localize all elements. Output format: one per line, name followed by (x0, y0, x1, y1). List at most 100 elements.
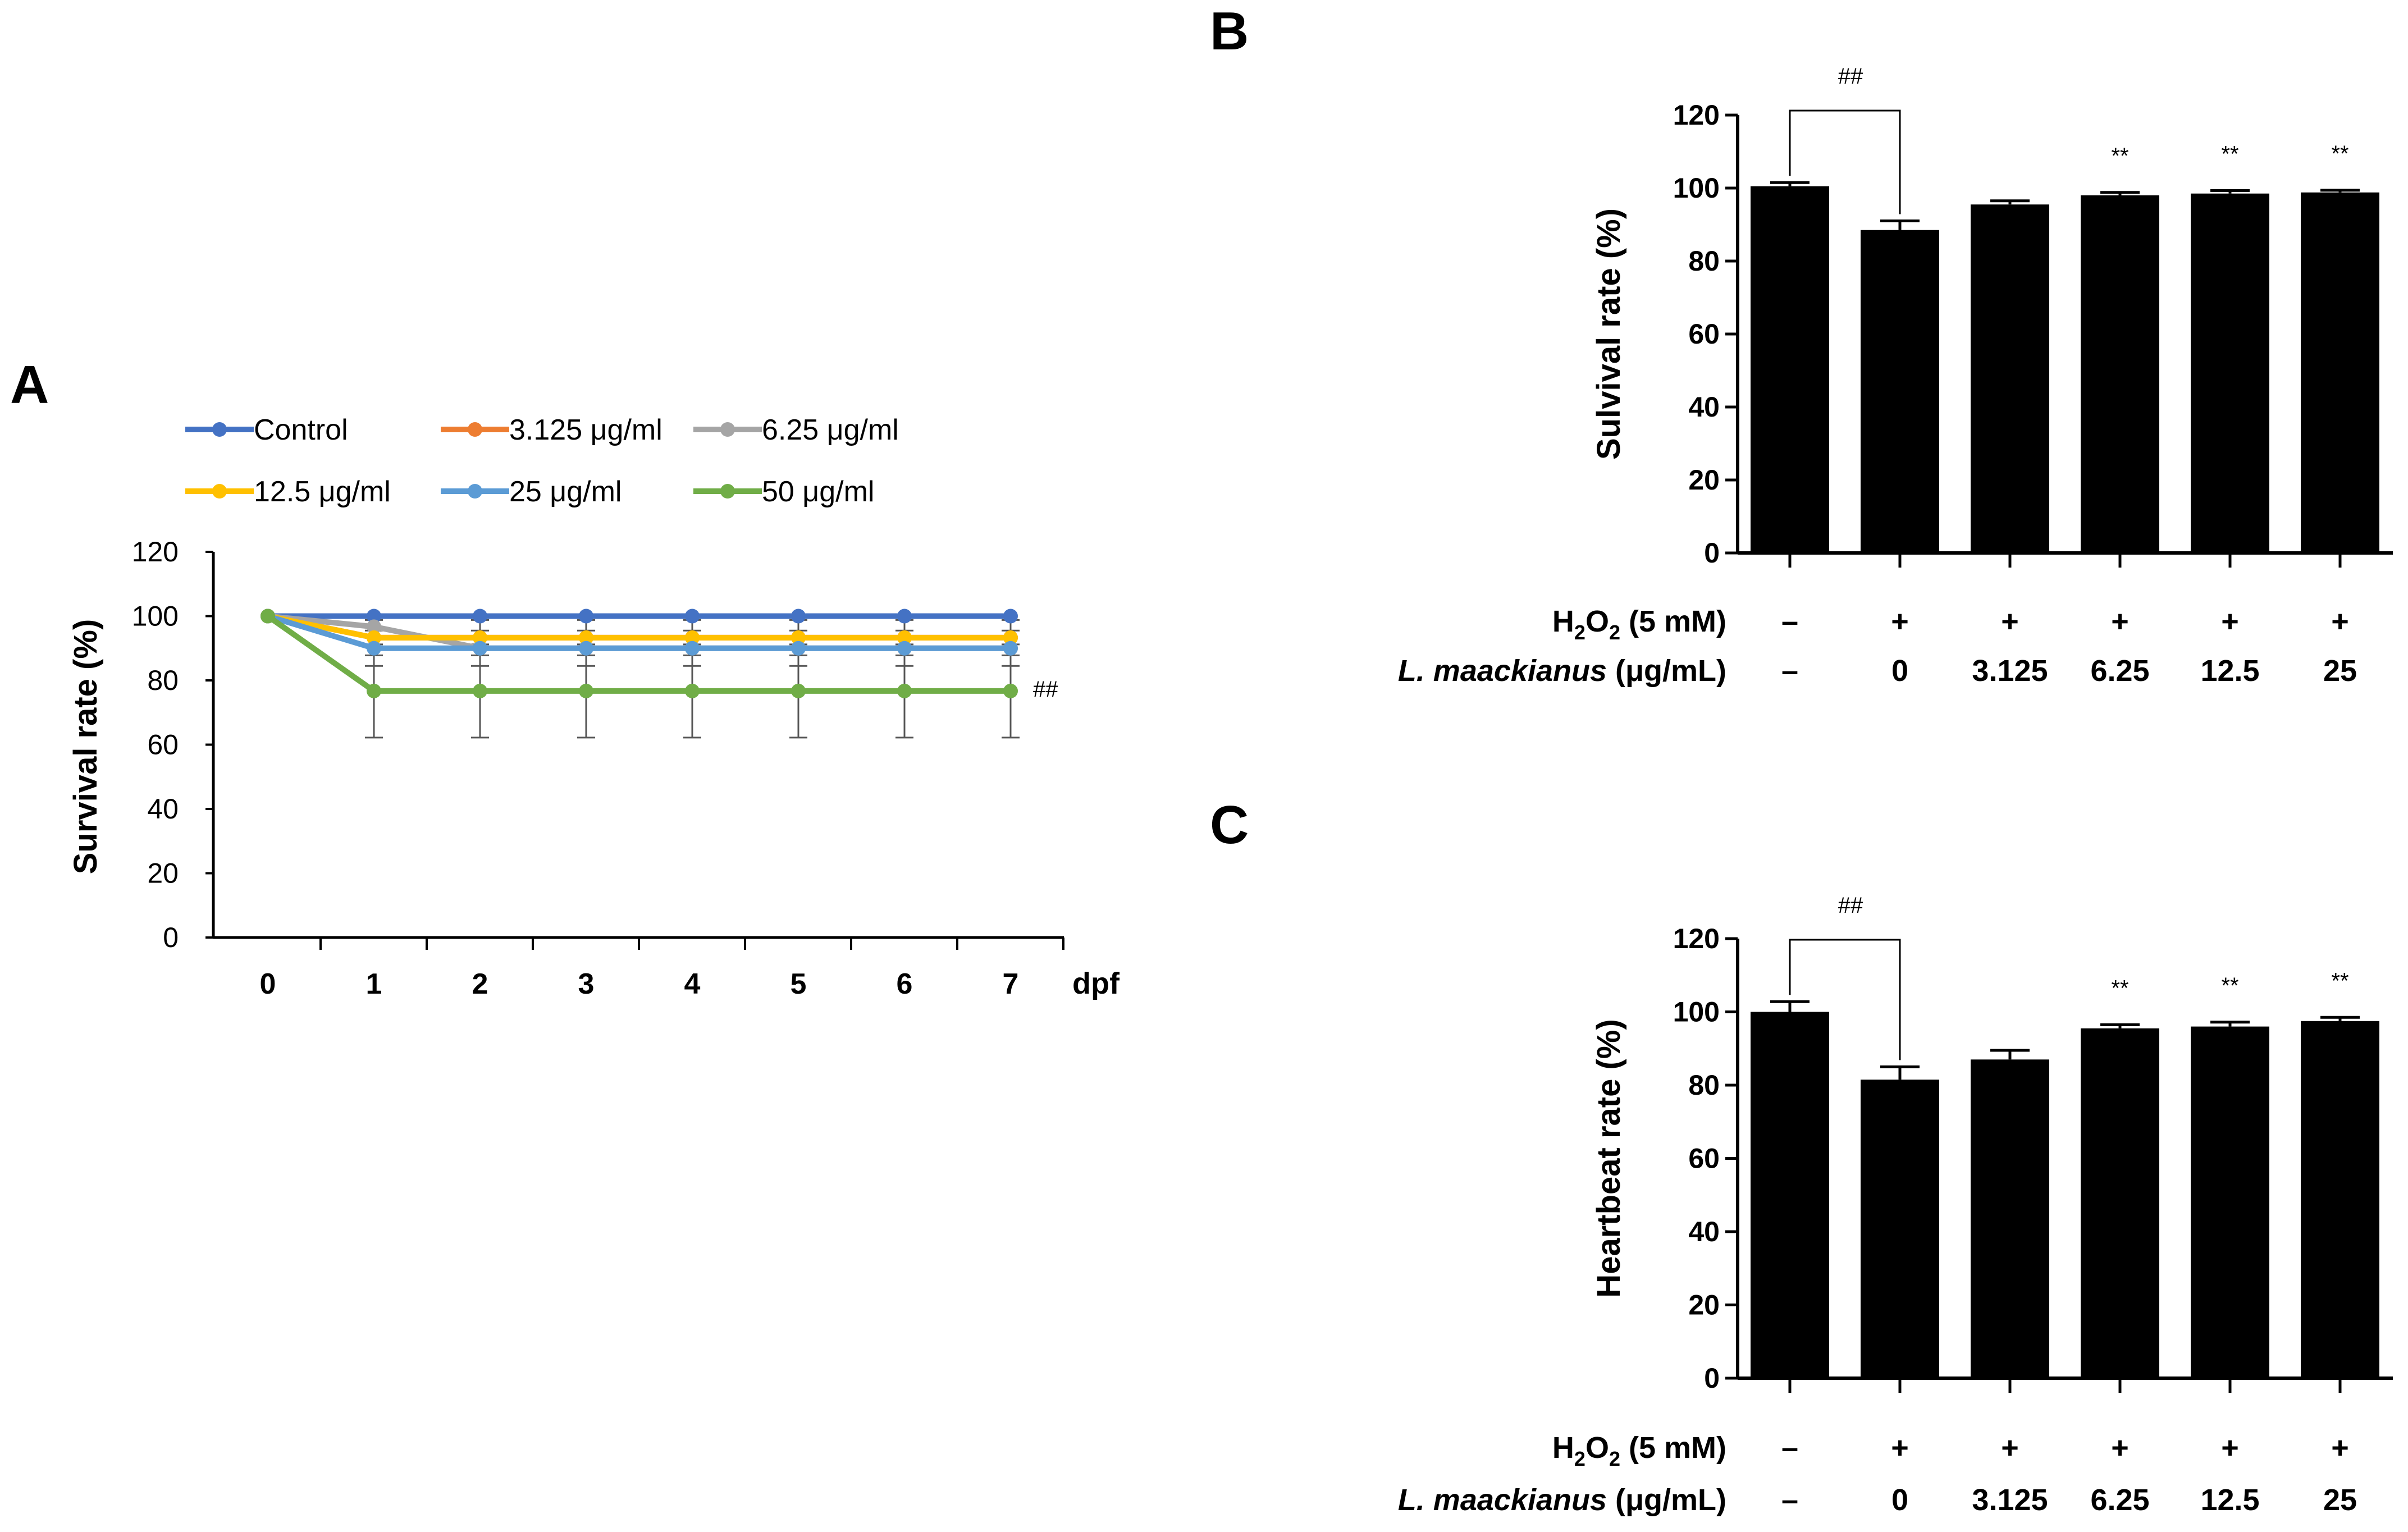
y-axis-title: Survival rate (%) (67, 619, 104, 875)
bracket-label: ## (1838, 64, 1863, 89)
row-label-h2o2: H2O2 (5 mM) (1552, 605, 1726, 644)
legend-swatch-point (720, 422, 735, 437)
treatment-cell: + (2331, 1431, 2349, 1465)
significance-bracket (1789, 939, 1901, 1060)
data-point (685, 609, 700, 624)
data-point (473, 609, 487, 624)
bar (2301, 192, 2379, 553)
x-tick-label: 2 (472, 968, 488, 1000)
x-axis-title: dpf (1072, 967, 1120, 1000)
bar (1861, 230, 1939, 553)
legend-label: 3.125 μg/ml (509, 414, 662, 446)
legend-label: 6.25 μg/ml (762, 414, 899, 446)
dose-cell: – (1781, 654, 1798, 688)
y-tick-label: 120 (1673, 923, 1720, 954)
y-tick-label: 60 (1688, 318, 1720, 350)
y-tick-label: 100 (132, 601, 179, 632)
legend-label: 12.5 μg/ml (254, 475, 391, 508)
data-point (1003, 609, 1018, 624)
y-tick-label: 40 (1688, 1216, 1720, 1247)
bar (1751, 186, 1829, 553)
data-point (897, 630, 912, 645)
y-tick-label: 80 (147, 665, 179, 696)
data-point (791, 609, 806, 624)
data-point (473, 683, 487, 698)
data-point (579, 641, 593, 656)
data-point (791, 630, 806, 645)
bar (1971, 204, 2049, 553)
legend-label: Control (254, 414, 348, 446)
data-point (685, 683, 700, 698)
data-point (1003, 630, 1018, 645)
series-line (267, 613, 1011, 641)
y-tick-label: 0 (1704, 537, 1720, 569)
treatment-cell: + (2111, 1431, 2129, 1465)
significance-marker: ** (2221, 142, 2238, 167)
data-point (579, 683, 593, 698)
row-label-extract: L. maackianus (μg/mL) (1398, 654, 1726, 688)
treatment-cell: + (1891, 1431, 1909, 1465)
data-point (579, 609, 593, 624)
panel-a-line-chart: 0 20 40 60 80 100 120 0 1 2 3 4 5 6 7 dpf Survival rate … (67, 414, 1120, 1000)
bar (2301, 1021, 2379, 1378)
y-axis-title: Sulvival rate (%) (1591, 208, 1627, 460)
x-tick-label: 6 (897, 968, 913, 1000)
x-tick-label: 7 (1003, 968, 1019, 1000)
dose-cell: 25 (2323, 654, 2357, 688)
y-tick-label: 60 (1688, 1143, 1720, 1174)
data-point (367, 683, 381, 698)
treatment-cell: + (2111, 605, 2129, 638)
data-point (367, 619, 381, 634)
legend-swatch-point (468, 484, 482, 499)
legend-swatch-point (468, 422, 482, 437)
data-point (1003, 641, 1018, 656)
legend: Control 3.125 μg/ml 6.25 μg/ml 12.5 μg/ml 25… (185, 414, 899, 508)
data-point (897, 641, 912, 656)
x-tick-label: 3 (578, 968, 595, 1000)
y-tick-label: 120 (1673, 99, 1720, 131)
series-line (267, 613, 1011, 651)
data-point (1003, 683, 1018, 698)
data-point (685, 641, 700, 656)
y-tick-label: 120 (132, 536, 179, 568)
dose-cell: 12.5 (2200, 654, 2259, 688)
treatment-cell: + (2221, 1431, 2239, 1465)
y-tick-label: 20 (1688, 464, 1720, 496)
y-tick-label: 20 (1688, 1289, 1720, 1321)
legend-swatch-point (212, 422, 227, 437)
bar (1751, 1012, 1829, 1378)
significance-annotation: ## (1033, 677, 1058, 702)
treatment-cell: + (2331, 605, 2349, 638)
data-point (791, 641, 806, 656)
bar (1861, 1080, 1939, 1378)
significance-marker: ** (2331, 968, 2348, 993)
dose-cell: 6.25 (2090, 1483, 2149, 1517)
legend-swatch-point (720, 484, 735, 499)
bar (2081, 195, 2159, 553)
bar (2191, 193, 2269, 553)
dose-cell: 3.125 (1972, 1483, 2048, 1517)
y-axis-title: Heartbeat rate (%) (1591, 1019, 1627, 1297)
row-label-extract: L. maackianus (μg/mL) (1398, 1483, 1726, 1517)
data-point (473, 630, 487, 645)
significance-marker: ** (2221, 973, 2238, 998)
y-tick-label: 80 (1688, 245, 1720, 277)
treatment-cell: + (2001, 1431, 2019, 1465)
y-tick-label: 40 (147, 793, 179, 825)
bar (1971, 1059, 2049, 1378)
data-point (367, 609, 381, 624)
y-tick-label: 20 (147, 858, 179, 889)
data-point (261, 609, 275, 624)
dose-cell: 6.25 (2090, 654, 2149, 688)
dose-cell: 3.125 (1972, 654, 2048, 688)
y-tick-label: 100 (1673, 172, 1720, 204)
y-tick-label: 60 (147, 729, 179, 761)
y-tick-label: 80 (1688, 1069, 1720, 1101)
significance-marker: ** (2331, 141, 2348, 166)
legend-label: 25 μg/ml (509, 475, 622, 508)
x-tick-label: 4 (684, 968, 701, 1000)
dose-cell: – (1781, 1483, 1798, 1517)
x-tick-label: 5 (791, 968, 807, 1000)
y-tick-label: 100 (1673, 996, 1720, 1028)
row-label-h2o2: H2O2 (5 mM) (1552, 1431, 1726, 1470)
